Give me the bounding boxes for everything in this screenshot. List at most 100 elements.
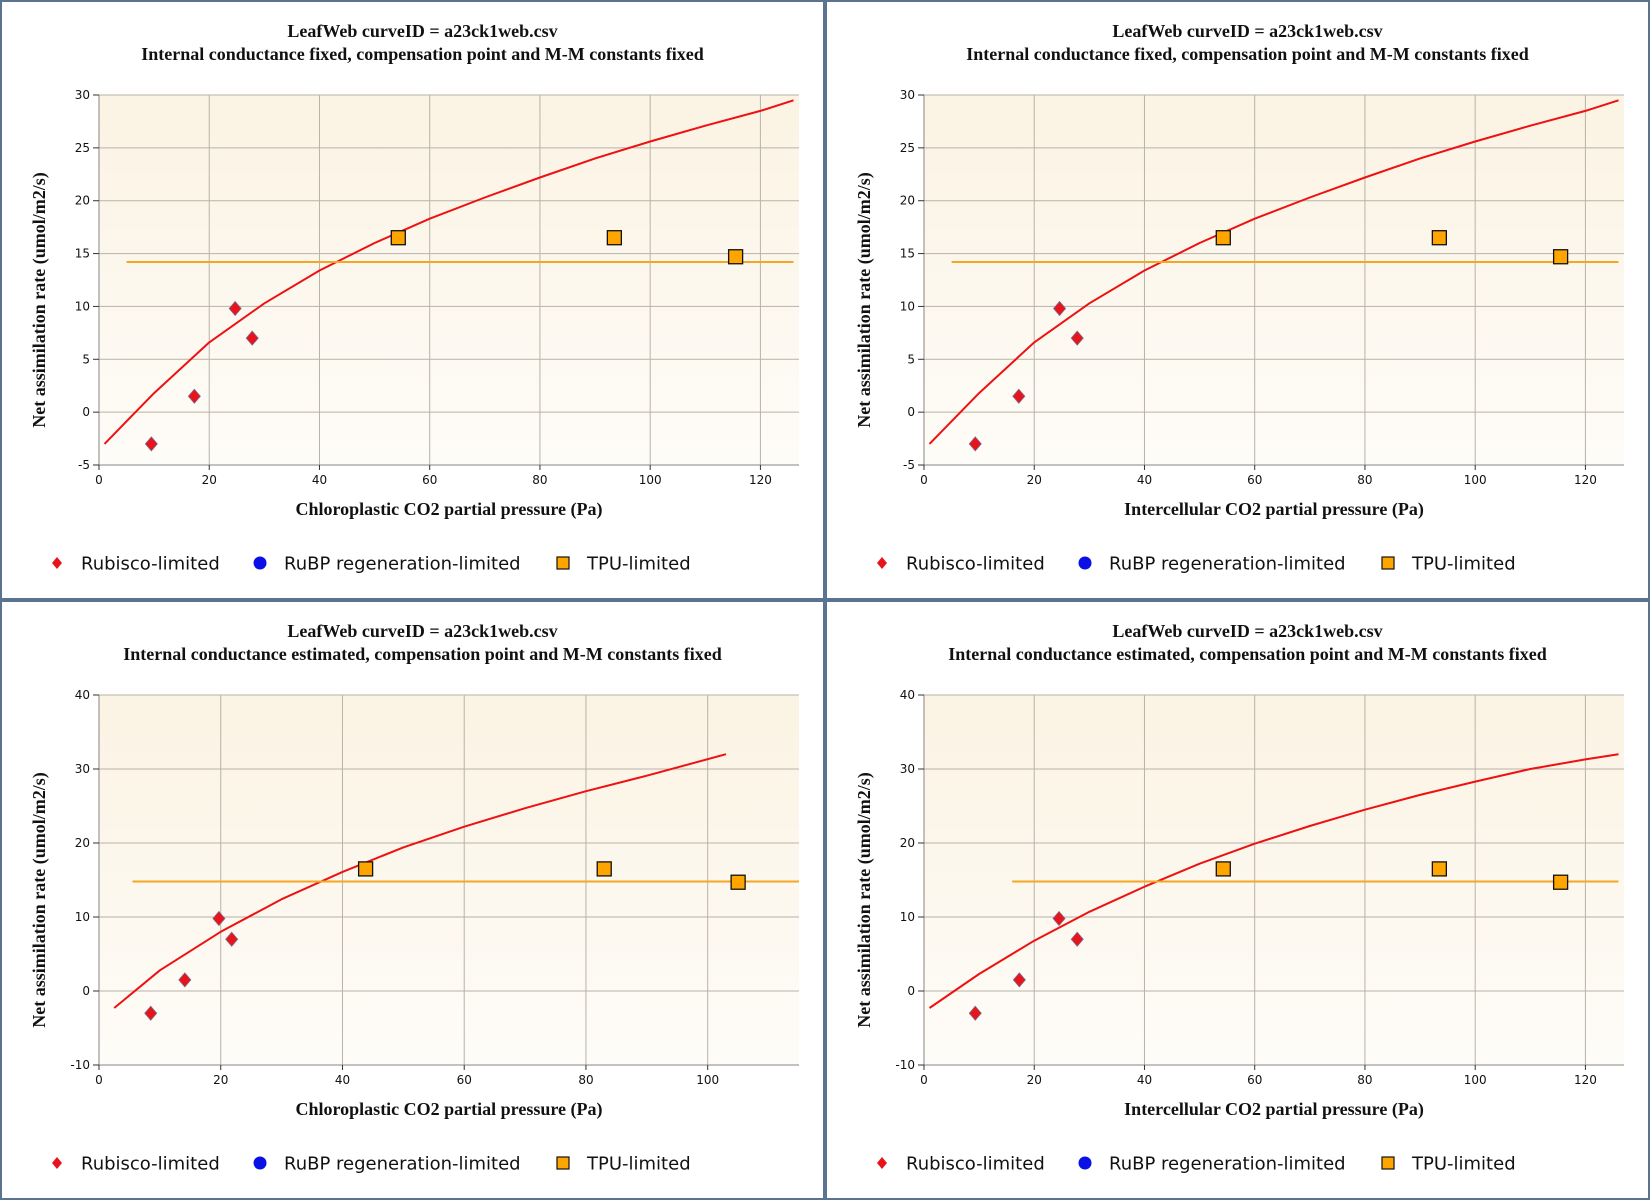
y-tick-label: -5 — [903, 458, 915, 472]
plot-content — [113, 753, 799, 1009]
x-tick-label: 60 — [1247, 1073, 1262, 1087]
rubisco-point — [228, 300, 242, 317]
x-axis-label: Chloroplastic CO2 partial pressure (Pa) — [296, 499, 603, 520]
y-tick-label: 20 — [900, 194, 915, 208]
legend: Rubisco-limited RuBP regeneration-limited… — [877, 554, 1516, 575]
x-tick-label: 20 — [202, 473, 217, 487]
x-tick-label: 120 — [1574, 1073, 1597, 1087]
y-tick-label: 25 — [75, 141, 90, 155]
chart-panel-2: LeafWeb curveID = a23ck1web.csv Internal … — [827, 2, 1648, 598]
legend-label: TPU-limited — [1411, 554, 1516, 575]
plot-content — [103, 99, 794, 445]
x-tick-label: 0 — [95, 473, 103, 487]
plot-area — [924, 695, 1624, 1065]
rubisco-point — [1012, 972, 1026, 988]
tpu-point — [357, 861, 374, 877]
y-tick-label: 15 — [900, 247, 915, 261]
x-tick-label: 80 — [532, 473, 547, 487]
y-tick-label: 10 — [75, 299, 90, 313]
x-tick-label: 40 — [335, 1073, 350, 1087]
y-tick-label: 5 — [82, 352, 90, 366]
tpu-point — [730, 874, 746, 890]
rubisco-point — [1070, 931, 1084, 947]
y-axis-label: Net assimilation rate (umol/m2/s) — [854, 772, 875, 1027]
y-tick-label: 30 — [900, 88, 915, 102]
circle-icon — [1078, 556, 1092, 570]
chart-panel-1: LeafWeb curveID = a23ck1web.csv Internal … — [2, 2, 823, 598]
y-tick-label: -10 — [895, 1058, 915, 1072]
diamond-icon — [52, 1157, 62, 1169]
chart-subtitle: Internal conductance fixed, compensation… — [966, 44, 1529, 64]
y-tick-label: 20 — [900, 836, 915, 850]
x-tick-label: 80 — [1357, 1073, 1372, 1087]
square-icon — [556, 556, 570, 570]
chart-title: LeafWeb curveID = a23ck1web.csv — [287, 21, 557, 41]
chart-subtitle: Internal conductance fixed, compensation… — [141, 44, 704, 64]
x-axis-label: Intercellular CO2 partial pressure (Pa) — [1124, 499, 1424, 520]
plot-area — [99, 695, 799, 1065]
tpu-point — [606, 230, 623, 246]
chart-subtitle: Internal conductance estimated, compensa… — [948, 644, 1547, 664]
chart-title: LeafWeb curveID = a23ck1web.csv — [1112, 621, 1382, 641]
chart-panel-4: LeafWeb curveID = a23ck1web.csv Internal … — [827, 602, 1648, 1198]
x-axis-label: Chloroplastic CO2 partial pressure (Pa) — [296, 1099, 603, 1120]
x-tick-label: 20 — [213, 1073, 228, 1087]
y-tick-label: 5 — [907, 352, 915, 366]
circle-icon — [1078, 1156, 1092, 1170]
rubisco-fit-curve — [928, 99, 1619, 445]
chart-svg: LeafWeb curveID = a23ck1web.csv Internal … — [29, 21, 799, 575]
y-tick-label: 10 — [75, 910, 90, 924]
y-tick-label: 0 — [82, 984, 90, 998]
chart-svg: LeafWeb curveID = a23ck1web.csv Internal … — [854, 21, 1624, 575]
y-tick-label: 0 — [907, 405, 915, 419]
legend-label: TPU-limited — [1411, 1154, 1516, 1175]
rubisco-point — [225, 931, 239, 947]
rubisco-point — [212, 910, 226, 927]
rubisco-point — [144, 1005, 158, 1021]
x-tick-label: 100 — [696, 1073, 719, 1087]
tpu-point — [1431, 230, 1448, 246]
rubisco-point — [245, 330, 259, 346]
x-tick-label: 60 — [1247, 473, 1262, 487]
x-tick-label: 100 — [1464, 1073, 1487, 1087]
y-tick-label: -5 — [78, 458, 90, 472]
tpu-point — [1552, 874, 1569, 890]
y-tick-label: 40 — [75, 688, 90, 702]
circle-icon — [253, 556, 267, 570]
legend-label: TPU-limited — [586, 1154, 691, 1175]
legend-label: RuBP regeneration-limited — [284, 554, 521, 575]
x-tick-label: 20 — [1027, 1073, 1042, 1087]
x-tick-label: 80 — [1357, 473, 1372, 487]
tpu-point — [1215, 230, 1231, 246]
x-tick-label: 20 — [1027, 473, 1042, 487]
square-icon — [556, 1156, 570, 1170]
legend-label: RuBP regeneration-limited — [284, 1154, 521, 1175]
rubisco-point — [1052, 910, 1066, 927]
chart-title: LeafWeb curveID = a23ck1web.csv — [1112, 21, 1382, 41]
square-icon — [1381, 556, 1395, 570]
rubisco-point — [1012, 388, 1026, 404]
y-tick-label: 30 — [75, 88, 90, 102]
rubisco-fit-curve — [103, 99, 794, 445]
chart-subtitle: Internal conductance estimated, compensa… — [123, 644, 722, 664]
y-tick-label: 10 — [900, 910, 915, 924]
tpu-point — [1552, 249, 1569, 265]
y-tick-label: 10 — [900, 299, 915, 313]
legend-label: RuBP regeneration-limited — [1109, 554, 1346, 575]
y-tick-label: 20 — [75, 836, 90, 850]
chart-svg: LeafWeb curveID = a23ck1web.csv Internal … — [854, 621, 1624, 1175]
y-tick-label: 0 — [907, 984, 915, 998]
plot-area — [924, 95, 1624, 465]
chart-panel-3: LeafWeb curveID = a23ck1web.csv Internal … — [2, 602, 823, 1198]
y-tick-label: 0 — [82, 405, 90, 419]
x-axis-label: Intercellular CO2 partial pressure (Pa) — [1124, 1099, 1424, 1120]
plot-area — [99, 95, 799, 465]
legend-label: TPU-limited — [586, 554, 691, 575]
x-tick-label: 0 — [920, 473, 928, 487]
legend-label: Rubisco-limited — [81, 1154, 220, 1175]
tpu-point — [596, 861, 612, 877]
legend-label: Rubisco-limited — [906, 554, 1045, 575]
legend: Rubisco-limited RuBP regeneration-limited… — [52, 554, 691, 575]
tpu-point — [390, 230, 406, 246]
